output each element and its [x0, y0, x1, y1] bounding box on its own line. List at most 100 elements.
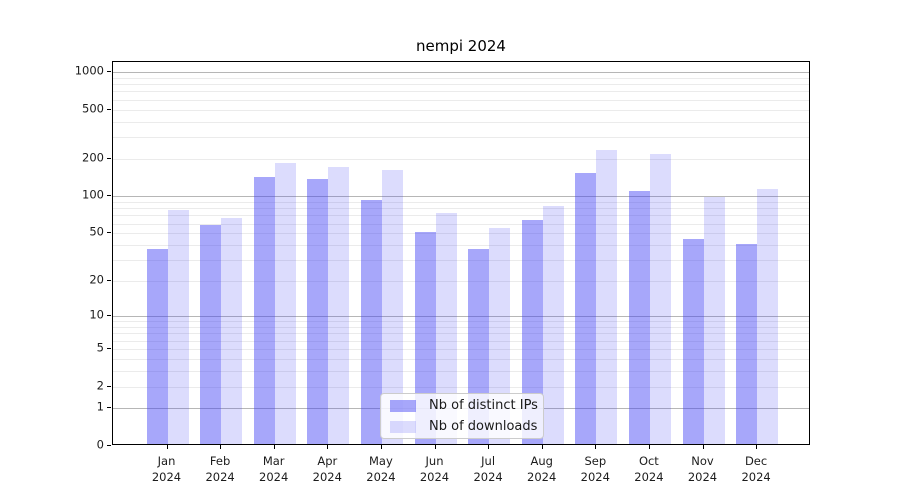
legend-swatch-distinct-ips: [390, 399, 416, 412]
x-tick-label-may: May 2024: [366, 454, 396, 485]
y-tick-mark-100: [107, 195, 111, 197]
bar-oct-distinct-ips: [628, 191, 650, 444]
bar-aug-distinct-ips: [521, 219, 543, 444]
gridline-minor-30: [113, 260, 809, 262]
legend-label-distinct-ips: Nb of distinct IPs: [429, 398, 538, 413]
y-tick-label-2: 2: [96, 378, 104, 393]
bar-apr-distinct-ips: [307, 179, 329, 444]
gridline-minor-600: [113, 99, 809, 101]
y-tick-mark-2: [107, 385, 111, 387]
bar-dec-downloads: [757, 189, 779, 444]
bar-apr-downloads: [328, 166, 350, 444]
y-tick-mark-10: [107, 315, 111, 317]
gridline-minor-50: [113, 233, 809, 235]
bar-nov-downloads: [703, 196, 725, 444]
gridline-minor-5: [113, 349, 809, 351]
gridline-minor-6: [113, 340, 809, 342]
gridline-minor-20: [113, 281, 809, 283]
x-tick-label-sep: Sep 2024: [580, 454, 610, 485]
y-tick-mark-1000: [107, 71, 111, 73]
x-tick-label-apr: Apr 2024: [312, 454, 342, 485]
bar-feb-distinct-ips: [200, 225, 222, 444]
x-tick-mark-jul: [488, 445, 490, 449]
y-tick-mark-500: [107, 108, 111, 110]
gridline-major-10: [113, 316, 809, 318]
gridline-minor-90: [113, 201, 809, 203]
y-tick-mark-5: [107, 348, 111, 350]
gridline-major-1000: [113, 72, 809, 74]
gridline-major-100: [113, 196, 809, 198]
gridline-minor-500: [113, 109, 809, 111]
bar-sep-distinct-ips: [575, 173, 597, 444]
x-tick-mark-jun: [434, 445, 436, 449]
bar-jul-downloads: [489, 228, 511, 444]
x-tick-label-nov: Nov 2024: [687, 454, 718, 485]
y-tick-label-5: 5: [96, 340, 104, 355]
gridline-minor-80: [113, 208, 809, 210]
x-tick-mark-nov: [702, 445, 704, 449]
y-tick-label-500: 500: [82, 101, 104, 116]
x-tick-label-mar: Mar 2024: [259, 454, 289, 485]
x-tick-label-oct: Oct 2024: [634, 454, 664, 485]
x-tick-mark-aug: [541, 445, 543, 449]
y-tick-label-100: 100: [82, 187, 104, 202]
y-tick-label-0: 0: [96, 437, 104, 452]
bar-jan-distinct-ips: [146, 248, 168, 444]
y-tick-label-10: 10: [89, 307, 104, 322]
y-tick-mark-200: [107, 157, 111, 159]
x-tick-label-dec: Dec 2024: [741, 454, 771, 485]
bar-jun-downloads: [435, 213, 457, 444]
gridline-minor-300: [113, 137, 809, 139]
x-tick-label-jan: Jan 2024: [151, 454, 182, 485]
gridline-minor-700: [113, 91, 809, 93]
chart-title: nempi 2024: [416, 37, 506, 55]
bar-sep-downloads: [596, 149, 618, 444]
gridline-minor-8: [113, 327, 809, 329]
gridline-minor-4: [113, 358, 809, 360]
x-tick-mark-jan: [166, 445, 168, 449]
legend-item-distinct-ips: Nb of distinct IPs: [390, 398, 538, 413]
x-tick-mark-oct: [648, 445, 650, 449]
bar-feb-downloads: [221, 218, 243, 444]
gridline-minor-400: [113, 121, 809, 123]
bar-mar-distinct-ips: [253, 176, 275, 444]
x-tick-mark-sep: [595, 445, 597, 449]
legend-item-downloads: Nb of downloads: [390, 419, 538, 434]
bar-mar-downloads: [274, 163, 296, 444]
y-tick-label-50: 50: [89, 224, 104, 239]
bar-may-distinct-ips: [360, 199, 382, 444]
plot-area: Nb of distinct IPs Nb of downloads: [112, 61, 810, 445]
bar-jan-downloads: [167, 210, 189, 444]
x-tick-mark-dec: [756, 445, 758, 449]
gridline-minor-3: [113, 370, 809, 372]
gridline-minor-800: [113, 84, 809, 86]
x-tick-mark-feb: [220, 445, 222, 449]
bar-dec-distinct-ips: [736, 244, 758, 444]
bar-jun-distinct-ips: [414, 232, 436, 444]
gridline-minor-2: [113, 386, 809, 388]
y-tick-label-1: 1: [96, 400, 104, 415]
x-tick-mark-apr: [327, 445, 329, 449]
y-tick-label-1000: 1000: [74, 63, 104, 78]
y-tick-mark-0: [107, 445, 111, 446]
y-tick-label-200: 200: [82, 150, 104, 165]
x-tick-label-jul: Jul 2024: [473, 454, 503, 485]
gridline-minor-40: [113, 245, 809, 247]
gridline-minor-900: [113, 77, 809, 79]
y-tick-mark-1: [107, 407, 111, 409]
bar-aug-downloads: [542, 206, 564, 444]
y-tick-label-20: 20: [89, 272, 104, 287]
y-tick-mark-50: [107, 232, 111, 234]
legend-swatch-downloads: [390, 420, 416, 433]
gridline-minor-60: [113, 223, 809, 225]
gridline-minor-70: [113, 215, 809, 217]
gridline-minor-200: [113, 158, 809, 160]
y-tick-mark-20: [107, 280, 111, 282]
gridline-minor-9: [113, 321, 809, 323]
x-tick-mark-may: [380, 445, 382, 449]
bar-nov-distinct-ips: [682, 239, 704, 444]
x-tick-label-feb: Feb 2024: [205, 454, 235, 485]
bar-may-downloads: [381, 169, 403, 444]
legend-label-downloads: Nb of downloads: [429, 419, 538, 434]
